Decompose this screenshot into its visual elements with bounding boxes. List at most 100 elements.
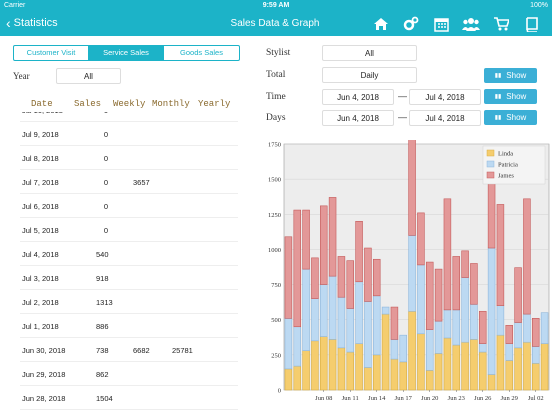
bar-linda	[470, 339, 478, 391]
bar-chart-icon: ▮▮	[494, 73, 502, 79]
show-label: Show	[506, 71, 527, 80]
book-icon[interactable]	[522, 15, 540, 33]
time-show-button[interactable]: ▮▮ Show	[484, 89, 537, 104]
bar-james	[337, 256, 346, 298]
bar-james	[364, 247, 372, 302]
row-date: Jul 3, 2018	[22, 274, 59, 283]
bar-linda	[532, 362, 540, 391]
total-select[interactable]: Daily	[322, 67, 417, 83]
table-row[interactable]: Jun 29, 2018 862	[20, 362, 238, 386]
bar-patricia	[408, 235, 416, 312]
cart-icon[interactable]	[492, 15, 510, 33]
show-label: Show	[506, 92, 527, 101]
row-monthly: 25781	[172, 346, 193, 355]
year-label: Year	[13, 71, 30, 81]
tab-service-sales[interactable]: Service Sales	[89, 46, 164, 60]
y-tick-label: 500	[271, 317, 281, 324]
legend-label: Linda	[498, 151, 513, 158]
bar-linda	[452, 344, 460, 391]
bar-patricia	[479, 343, 487, 353]
tab-goods-sales[interactable]: Goods Sales	[180, 48, 223, 57]
bar-linda	[355, 343, 363, 391]
days-show-button[interactable]: ▮▮ Show	[484, 110, 537, 125]
sales-chart: 0 250 500 750 1000 1250 1500 1750 Jun 08 Jun 11 Ju…	[262, 128, 552, 404]
home-icon[interactable]	[372, 15, 390, 33]
time-from-input[interactable]: Jun 4, 2018	[322, 89, 394, 105]
table-row[interactable]: Jul 7, 2018 0 3657	[20, 170, 238, 194]
table-row[interactable]: Jul 6, 2018 0	[20, 194, 238, 218]
stylist-label: Stylist	[266, 48, 291, 58]
row-sales: 0	[96, 112, 108, 115]
page-title: Sales Data & Graph	[230, 18, 320, 29]
nav-bar: ‹ Statistics Sales Data & Graph	[0, 12, 552, 36]
header-weekly: Weekly	[113, 99, 146, 109]
row-date: Jul 9, 2018	[22, 130, 59, 139]
year-select[interactable]: All	[56, 68, 121, 84]
gears-icon[interactable]	[402, 15, 420, 33]
bar-james	[408, 128, 416, 236]
row-date: Jun 29, 2018	[22, 370, 66, 379]
nav-toolbar	[372, 15, 540, 33]
stylist-select[interactable]: All	[322, 45, 417, 61]
table-row[interactable]: Jun 28, 2018 1504	[20, 386, 238, 410]
days-to-input[interactable]: Jul 4, 2018	[409, 110, 481, 126]
table-row[interactable]: Jul 10, 2018 0	[20, 112, 238, 122]
table-row[interactable]: Jul 5, 2018 0	[20, 218, 238, 242]
y-tick-label: 250	[271, 352, 281, 359]
legend-swatch	[486, 160, 495, 168]
staff-group-icon[interactable]	[462, 15, 480, 33]
bar-linda	[373, 354, 381, 391]
row-sales: 886	[96, 322, 109, 331]
row-date: Jul 7, 2018	[22, 178, 59, 187]
bar-patricia	[293, 326, 301, 367]
battery-label: 100%	[530, 2, 548, 9]
bar-linda	[381, 313, 390, 391]
table-row[interactable]: Jul 9, 2018 0	[20, 122, 238, 146]
time-range-dash: —	[398, 91, 407, 101]
table-row[interactable]: Jul 2, 2018 1313	[20, 290, 238, 314]
bar-james	[328, 197, 337, 277]
total-label: Total	[266, 70, 286, 80]
row-date: Jul 10, 2018	[22, 112, 63, 115]
row-date: Jul 5, 2018	[22, 226, 59, 235]
bar-chart-icon: ▮▮	[494, 115, 502, 121]
table-row[interactable]: Jul 8, 2018 0	[20, 146, 238, 170]
bar-linda	[461, 341, 469, 391]
y-tick-label: 1500	[268, 177, 281, 184]
y-tick-label: 0	[278, 388, 281, 395]
bar-linda	[417, 333, 425, 391]
row-date: Jun 30, 2018	[22, 346, 66, 355]
table-row[interactable]: Jul 3, 2018 918	[20, 266, 238, 290]
x-tick-label: Jun 17	[395, 395, 413, 402]
total-show-button[interactable]: ▮▮ Show	[484, 68, 537, 83]
row-date: Jul 4, 2018	[22, 250, 59, 259]
tab-customer-visit[interactable]: Customer Visit	[14, 46, 89, 60]
days-from-input[interactable]: Jun 4, 2018	[322, 110, 394, 126]
bar-linda	[505, 360, 513, 391]
bar-james	[496, 204, 505, 306]
row-date: Jul 1, 2018	[22, 322, 59, 331]
bar-linda	[426, 370, 434, 391]
bar-patricia	[452, 309, 460, 346]
time-to-input[interactable]: Jul 4, 2018	[409, 89, 481, 105]
sales-chart-svg: 0 250 500 750 1000 1250 1500 1750 Jun 08 Jun 11 Ju…	[268, 128, 550, 402]
row-date: Jun 28, 2018	[22, 394, 66, 403]
table-row[interactable]: Jun 30, 2018 738 6682 25781	[20, 338, 238, 362]
plot-area	[283, 143, 550, 391]
back-button[interactable]: ‹ Statistics	[6, 16, 58, 30]
bar-patricia	[399, 334, 407, 363]
bar-patricia	[355, 281, 363, 344]
time-label: Time	[266, 92, 286, 102]
row-sales: 540	[96, 250, 109, 259]
bar-patricia	[461, 277, 469, 343]
row-sales: 862	[96, 370, 109, 379]
calendar-icon[interactable]	[432, 15, 450, 33]
bar-linda	[311, 340, 319, 391]
table-row[interactable]: Jul 1, 2018 886	[20, 314, 238, 338]
bar-patricia	[532, 346, 540, 364]
bar-patricia	[470, 303, 478, 340]
table-row[interactable]: Jul 4, 2018 540	[20, 242, 238, 266]
bar-patricia	[487, 247, 496, 375]
bar-linda	[390, 358, 399, 391]
